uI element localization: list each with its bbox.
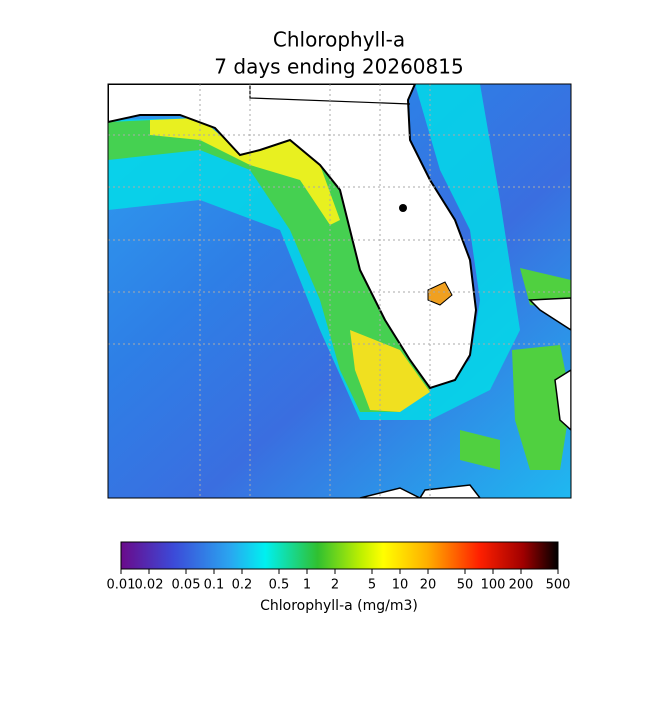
colorbar-label: Chlorophyll-a (mg/m3) [260,598,418,614]
colorbar-tick-label: 0.2 [232,578,253,593]
graticule [108,84,571,498]
lake [399,204,407,212]
coastal-bloom [108,118,430,412]
colorbar-tick-label: 0.05 [172,578,201,593]
map [108,84,571,498]
colorbar-tick-label: 50 [457,578,474,593]
coastal-bloom [150,118,340,225]
colorbar-tick-label: 2 [331,578,339,593]
colorbar-tick-label: 0.1 [204,578,225,593]
lake [427,281,453,306]
border [249,84,411,105]
colorbar-tick-label: 20 [420,578,437,593]
colorbar-tick-label: 500 [546,578,571,593]
colorbar-tick-label: 1 [303,578,311,593]
colorbar-tick-label: 10 [392,578,409,593]
coastal-bloom [460,268,571,470]
colorbar-tick-label: 0.02 [135,578,164,593]
title: Chlorophyll-a [273,28,405,52]
colorbar-tick-label: 200 [509,578,534,593]
colorbar-tick-label: 0.5 [269,578,290,593]
colorbar [120,541,559,570]
colorbar-tick-label: 100 [481,578,506,593]
colorbar-tick-label: 5 [368,578,376,593]
colorbar-tick-label: 0.01 [107,578,136,593]
coastal-bloom [350,330,430,412]
subtitle: 7 days ending 20260815 [214,55,463,79]
map-frame [107,83,572,499]
